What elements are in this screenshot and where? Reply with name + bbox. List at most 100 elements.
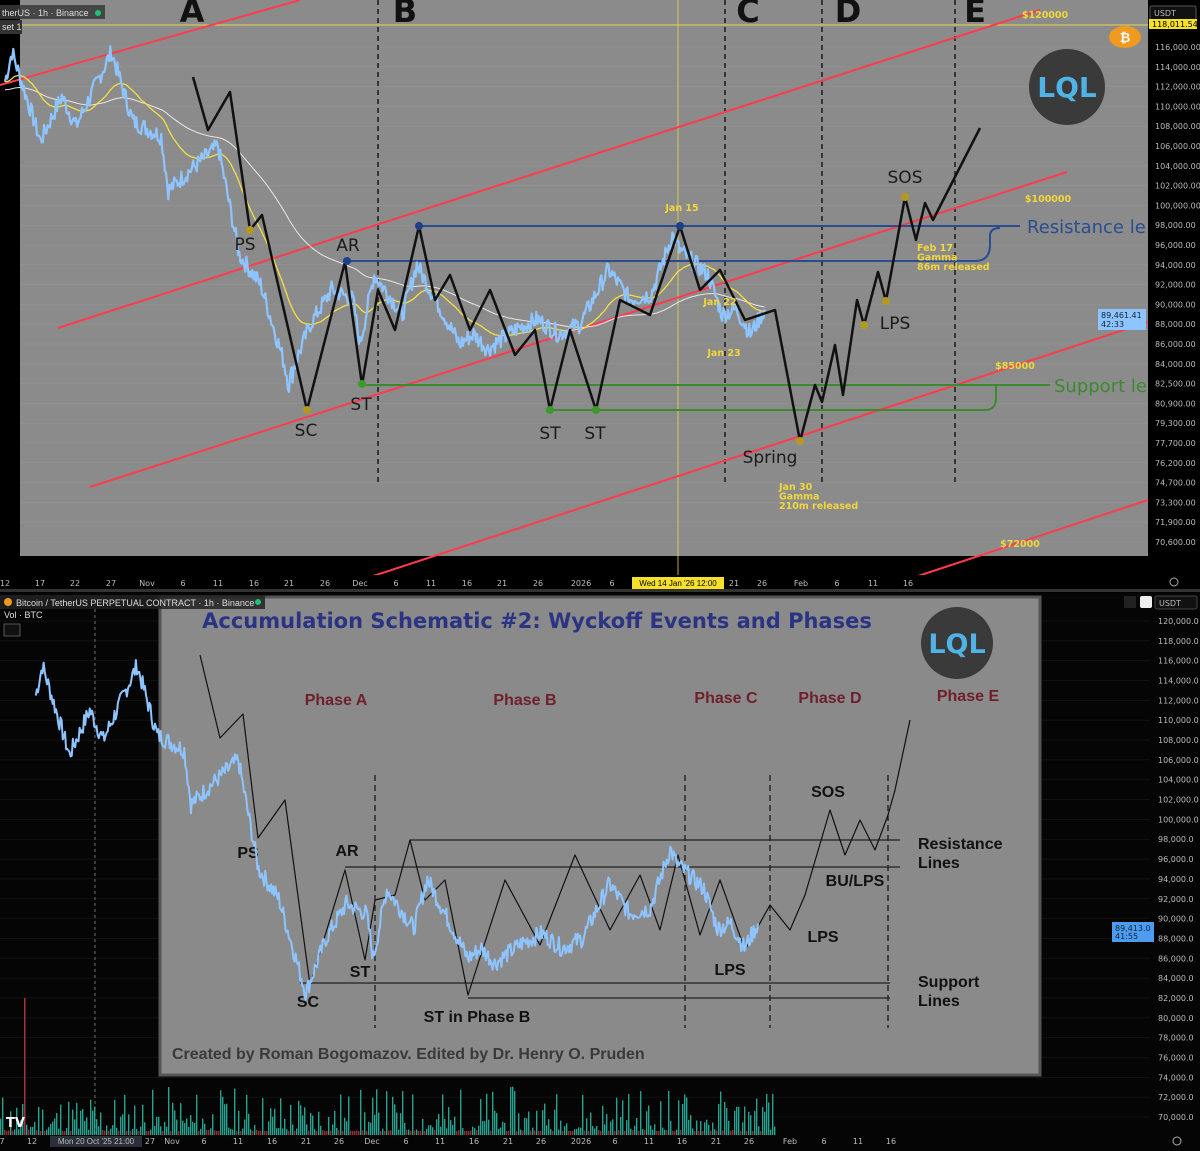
volume-bar	[578, 1127, 580, 1135]
volume-bar	[132, 1128, 134, 1135]
volume-bar	[618, 1130, 620, 1135]
volume-bar	[734, 1110, 736, 1135]
volume-bar	[106, 1125, 108, 1135]
price-level-label: $100000	[1025, 194, 1072, 205]
schematic-event-st_b: ST in Phase B	[424, 1009, 531, 1026]
volume-bar	[368, 1121, 370, 1135]
volume-bar	[240, 1130, 242, 1135]
volume-bar	[148, 1130, 150, 1135]
legend-bg	[0, 5, 105, 19]
volume-bar	[312, 1115, 314, 1135]
bottom-y-ticks: 120,000.0 118,000.0 116,000.0 114,000.0 112,…	[6, 595, 1199, 1146]
volume-bar	[640, 1091, 642, 1135]
volume-bar	[104, 1130, 106, 1135]
y-tick-label: 82,000.0	[1158, 994, 1194, 1003]
volume-bar	[142, 1104, 144, 1135]
y-tick-label: 108,000.00	[1155, 122, 1200, 131]
trend-channel-line	[369, 321, 1149, 578]
volume-bar	[52, 1121, 54, 1135]
volume-bar	[660, 1101, 662, 1135]
y-tick-label: 106,000.00	[1155, 142, 1200, 151]
top-chart-panel[interactable]: A B C D E PS AR SC ST ST ST Spring LPS SOS Resistance …	[0, 0, 1200, 592]
y-tick-label: 84,000.00	[1155, 360, 1196, 369]
volume-bar	[8, 1130, 10, 1135]
volume-bar	[176, 1119, 178, 1135]
volume-bar	[602, 1105, 604, 1135]
volume-bar	[658, 1130, 660, 1135]
volume-bar	[542, 1110, 544, 1135]
schematic-resistance-label: Resistance	[918, 836, 1003, 853]
volume-bar	[320, 1125, 322, 1135]
x-tick-label: 12	[27, 1137, 37, 1146]
lql-logo: LQL	[928, 629, 985, 660]
lql-logo-circle	[921, 607, 993, 679]
volume-bar	[272, 1116, 274, 1135]
collapse-button[interactable]	[3, 623, 21, 637]
volume-bar	[748, 1111, 750, 1135]
top-time-axis[interactable]	[0, 575, 1148, 592]
x-tick-label: 6	[821, 1137, 826, 1146]
x-tick-label: 27	[106, 579, 116, 588]
volume-bar	[558, 1129, 560, 1135]
volume-bar	[238, 1111, 240, 1135]
lql-logo: LQL	[1037, 71, 1097, 104]
volume-bar	[446, 1128, 448, 1135]
volume-bar	[158, 1116, 160, 1135]
last-countdown: 42:33	[1101, 320, 1124, 329]
volume-bar	[610, 1121, 612, 1135]
volume-bar	[154, 1125, 156, 1135]
volume-bar	[108, 1130, 110, 1135]
volume-bar	[110, 1128, 112, 1135]
phase-letter: A	[180, 0, 205, 30]
schematic-credit: Created by Roman Bogomazov. Edited by Dr…	[172, 1046, 645, 1063]
y-tick-label: 80,000.0	[1158, 1014, 1194, 1023]
settings-icon[interactable]	[1172, 1136, 1182, 1146]
volume-bar	[286, 1129, 288, 1135]
volume-bar	[306, 1124, 308, 1135]
x-tick-label: 16	[267, 1137, 277, 1146]
volume-bar	[762, 1107, 764, 1135]
volume-bar	[388, 1130, 390, 1135]
download-button[interactable]	[1124, 596, 1136, 608]
volume-bar	[372, 1097, 374, 1135]
settings-icon[interactable]	[1169, 577, 1179, 587]
volume-bar	[406, 1129, 408, 1135]
panel-divider[interactable]	[0, 589, 1200, 592]
currency-select[interactable]	[1154, 595, 1198, 610]
volume-bar	[456, 1130, 458, 1135]
volume-bar	[556, 1094, 558, 1135]
volume-bar	[712, 1122, 714, 1135]
volume-bar	[678, 1100, 680, 1135]
volume-bar	[690, 1115, 692, 1135]
volume-bar	[614, 1131, 616, 1135]
volume-bar	[244, 1119, 246, 1135]
volume-bar	[544, 1103, 546, 1135]
top-price-axis[interactable]	[1148, 0, 1200, 592]
volume-bar	[750, 1115, 752, 1135]
volume-bar	[350, 1130, 352, 1135]
volume-bar	[270, 1108, 272, 1135]
y-tick-label: 108,000.0	[1158, 736, 1199, 745]
volume-bar	[76, 1102, 78, 1135]
event-marker	[901, 193, 909, 201]
set-bg	[0, 20, 22, 34]
volume-bar	[534, 1130, 536, 1135]
top-plot-area[interactable]	[20, 0, 1148, 556]
crosshair-date-badge	[632, 577, 724, 589]
volume-bar	[504, 1122, 506, 1135]
x-tick-label: 16	[469, 1137, 479, 1146]
volume-bar	[94, 1106, 96, 1135]
volume-bar	[510, 1087, 512, 1135]
support-marker	[358, 380, 366, 388]
volume-bar	[288, 1130, 290, 1135]
volume-bar	[290, 1104, 292, 1135]
volume-bar	[394, 1104, 396, 1135]
volume-bar	[506, 1130, 508, 1135]
refresh-button[interactable]	[1140, 596, 1152, 608]
support-brace	[984, 386, 997, 411]
y-tick-label: 94,000.0	[1158, 875, 1194, 884]
volume-bar	[276, 1128, 278, 1135]
volume-bar	[0, 1118, 2, 1135]
volume-bar	[330, 1130, 332, 1135]
event-marker	[303, 406, 311, 414]
